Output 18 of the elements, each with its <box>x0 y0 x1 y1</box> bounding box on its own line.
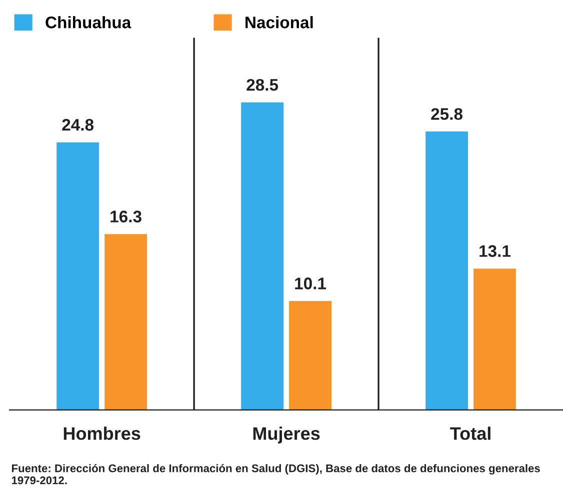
bar <box>241 102 284 410</box>
data-label: 24.8 <box>62 118 94 131</box>
x-tick-label: Mujeres <box>253 426 320 444</box>
legend-label: Nacional <box>246 16 313 28</box>
bar <box>426 132 468 410</box>
data-label: 10.1 <box>295 278 326 290</box>
data-label: 25.8 <box>431 108 462 120</box>
bar <box>474 268 516 410</box>
bar <box>104 234 148 410</box>
legend-label: Chihuahua <box>46 16 132 28</box>
source-note: Fuente: Dirección General de Información en Salud (DGIS), Base de datos de defunciones generales 1979-2012. <box>12 464 540 484</box>
bar <box>289 300 332 410</box>
x-tick-label: Hombres <box>64 426 140 440</box>
data-label: 28.5 <box>246 78 278 91</box>
x-tick-label: Total <box>450 426 490 440</box>
data-label: 13.1 <box>480 245 510 257</box>
data-label: 16.3 <box>110 210 142 222</box>
bar <box>56 142 100 410</box>
